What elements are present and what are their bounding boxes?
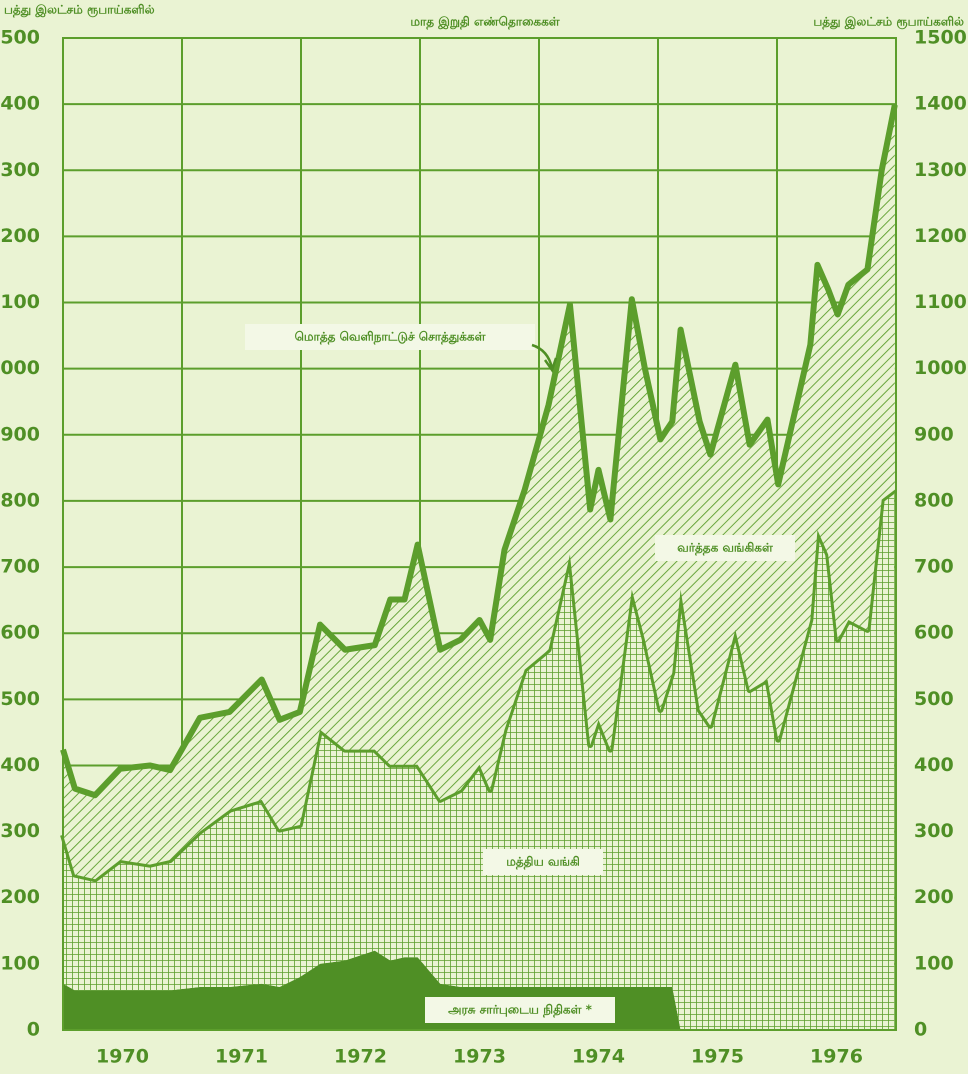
y-tick-label: 0 bbox=[27, 1019, 40, 1041]
area bbox=[63, 950, 895, 1030]
y2-tick-label: 1300 bbox=[914, 159, 967, 181]
labels: 0100200300400500600700800900100011001200… bbox=[0, 27, 967, 1068]
legend-label: வர்த்தக வங்கிகள் bbox=[677, 541, 773, 556]
x-tick-label: 1971 bbox=[215, 1046, 268, 1068]
y2-tick-label: 1100 bbox=[914, 291, 967, 313]
y-tick-label: 1500 bbox=[0, 27, 40, 49]
areas bbox=[60, 37, 898, 1031]
legend-label-box bbox=[655, 535, 795, 561]
y2-tick-label: 600 bbox=[914, 622, 954, 644]
x-tick-label: 1974 bbox=[572, 1046, 625, 1068]
y2-axis-label: பத்து இலட்சம் ரூபாய்களில் bbox=[813, 15, 964, 30]
y2-tick-label: 1500 bbox=[914, 27, 967, 49]
area-edge bbox=[60, 104, 898, 799]
plot-frame bbox=[62, 37, 897, 1031]
y-tick-label: 1100 bbox=[0, 291, 40, 313]
y2-tick-label: 400 bbox=[914, 754, 954, 776]
y2-tick-label: 300 bbox=[914, 820, 954, 842]
y-tick-label: 800 bbox=[0, 489, 40, 511]
y2-tick-label: 1400 bbox=[914, 93, 967, 115]
y-axis-label: பத்து இலட்சம் ரூபாய்களில் bbox=[4, 3, 155, 18]
y-tick-label: 500 bbox=[0, 688, 40, 710]
y2-tick-label: 200 bbox=[914, 886, 954, 908]
annotation-box bbox=[245, 324, 535, 350]
x-tick-label: 1976 bbox=[810, 1046, 863, 1068]
legend-label-box bbox=[483, 849, 603, 875]
x-tick-label: 1973 bbox=[453, 1046, 506, 1068]
x-tick-label: 1970 bbox=[96, 1046, 149, 1068]
y2-tick-label: 1000 bbox=[914, 357, 967, 379]
y-tick-label: 1000 bbox=[0, 357, 40, 379]
y2-tick-label: 0 bbox=[914, 1019, 927, 1041]
y-tick-label: 400 bbox=[0, 754, 40, 776]
annotation: மொத்த வெளிநாட்டுச் சொத்துக்கள் bbox=[295, 330, 486, 345]
legend-label: மத்திய வங்கி bbox=[506, 855, 580, 870]
y2-tick-label: 700 bbox=[914, 556, 954, 578]
y-tick-label: 300 bbox=[0, 820, 40, 842]
x-tick-label: 1972 bbox=[334, 1046, 387, 1068]
y-tick-label: 600 bbox=[0, 622, 40, 644]
y-tick-label: 900 bbox=[0, 423, 40, 445]
y-tick-label: 1400 bbox=[0, 93, 40, 115]
y-tick-label: 1200 bbox=[0, 225, 40, 247]
y2-tick-label: 1200 bbox=[914, 225, 967, 247]
area bbox=[63, 489, 895, 1030]
legend-label: அரசு சார்புடைய நிதிகள் * bbox=[448, 1003, 592, 1018]
y2-tick-label: 900 bbox=[914, 423, 954, 445]
y2-tick-label: 100 bbox=[914, 952, 954, 974]
y2-tick-label: 800 bbox=[914, 489, 954, 511]
annotation-arrow bbox=[531, 343, 558, 373]
y-tick-label: 1300 bbox=[0, 159, 40, 181]
y-tick-label: 200 bbox=[0, 886, 40, 908]
x-tick-label: 1975 bbox=[691, 1046, 744, 1068]
area bbox=[63, 104, 895, 880]
y2-tick-label: 500 bbox=[914, 688, 954, 710]
y-tick-label: 100 bbox=[0, 952, 40, 974]
y-tick-label: 700 bbox=[0, 556, 40, 578]
legend-label-box bbox=[425, 997, 615, 1023]
chart-title: மாத இறுதி எண்தொகைகள் bbox=[410, 15, 559, 30]
